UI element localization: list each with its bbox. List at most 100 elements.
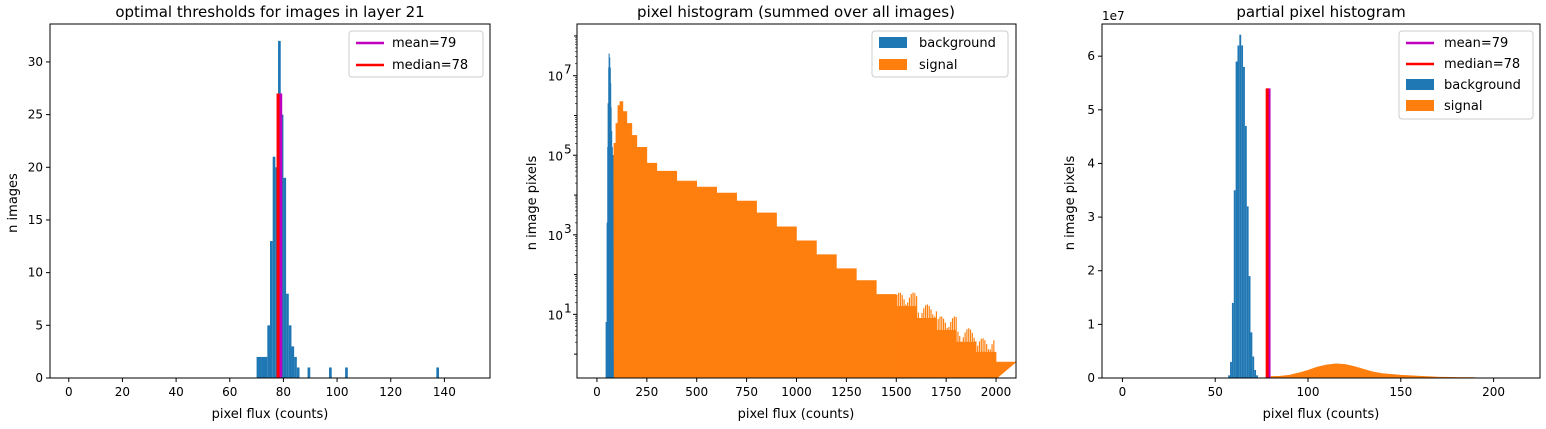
chart3-legend-box (1398, 30, 1534, 120)
chart1-title: optimal thresholds for images in layer 2… (115, 3, 424, 21)
chart3-legend-signal-swatch (1406, 100, 1434, 111)
chart1-xtick-label: 100 (326, 385, 349, 399)
chart1-bar (267, 325, 270, 378)
chart1-bar (345, 367, 348, 378)
chart3-bar-background (1233, 190, 1236, 378)
chart2-signal-spike (916, 296, 918, 378)
chart2-xtick-label: 2000 (981, 385, 1012, 399)
chart2-signal-spike (928, 305, 930, 378)
chart2-signal-spike (942, 318, 945, 378)
chart3-bar-background (1239, 34, 1242, 379)
chart3-bar-background (1231, 302, 1234, 378)
chart1-ytick-label: 15 (28, 213, 43, 227)
chart2-xtick-label: 1000 (781, 385, 812, 399)
chart3-xlabel: pixel flux (counts) (1263, 407, 1380, 422)
chart2-signal-spike (910, 294, 912, 378)
chart3-bar-background (1250, 332, 1253, 378)
chart2-histogram-areas (604, 53, 1017, 379)
chart3-y-ticks: 0 1 2 3 4 5 6 (1087, 49, 1102, 385)
chart1-xlabel: pixel flux (counts) (212, 407, 329, 422)
chart1-xtick-label: 140 (433, 385, 456, 399)
chart-optimal-thresholds: optimal thresholds for images in layer 2… (6, 3, 491, 422)
chart1-bar (283, 177, 287, 378)
chart1-legend: mean=79 median=78 (348, 30, 484, 78)
chart3-bar-background (1244, 125, 1247, 378)
chart2-ytick-base: 10 (548, 149, 563, 163)
chart2-signal-spike (950, 321, 952, 378)
chart1-xtick-label: 120 (379, 385, 402, 399)
chart1-ytick-label: 25 (28, 108, 43, 122)
chart2-signal-spike (975, 341, 977, 378)
chart3-ytick-label: 4 (1087, 156, 1095, 170)
chart2-x-ticks: 0 250 500 750 1000 1250 1500 1750 2000 (593, 378, 1011, 399)
chart3-ytick-label: 3 (1087, 210, 1095, 224)
chart1-xtick-label: 60 (222, 385, 237, 399)
chart2-signal-spike (921, 312, 923, 378)
chart3-bars (1228, 34, 1476, 379)
chart2-signal-spike (966, 329, 968, 378)
chart2-signal-spike (959, 336, 961, 378)
chart3-bar-background (1256, 375, 1258, 378)
chart1-xtick-label: 40 (168, 385, 183, 399)
chart2-signal-spike (939, 316, 941, 378)
chart2-ytick-base: 10 (548, 229, 563, 243)
chart2-ytick-base: 10 (548, 70, 563, 84)
chart2-signal-spike (933, 316, 936, 378)
chart2-xtick-label: 0 (593, 385, 601, 399)
chart2-signal-spike (923, 308, 925, 378)
chart3-ytick-label: 6 (1087, 49, 1095, 63)
chart1-bars (256, 40, 440, 378)
chart3-legend-background: background (1444, 78, 1521, 93)
chart2-signal-spike (986, 344, 988, 378)
chart2-legend: background signal (871, 30, 1009, 78)
chart3-title: partial pixel histogram (1236, 3, 1405, 21)
chart2-signal-spike (944, 322, 946, 378)
chart2-frame (576, 23, 1017, 379)
chart2-signal-spike (898, 292, 900, 378)
chart1-xtick-label: 0 (65, 385, 73, 399)
chart3-ytick-label: 5 (1087, 103, 1095, 117)
chart1-bar (272, 156, 276, 378)
chart1-bar (329, 367, 332, 378)
chart2-signal-spike (912, 292, 914, 378)
chart2-signal-spike (948, 326, 950, 378)
chart2-signal-spike (980, 338, 982, 378)
chart-partial-pixel-histogram: partial pixel histogram 1e7 pixel flux (… (1063, 3, 1541, 422)
chart2-signal-spike (957, 331, 959, 378)
chart3-ytick-label: 0 (1087, 371, 1095, 385)
chart2-title: pixel histogram (summed over all images) (637, 3, 955, 21)
chart1-bar (270, 241, 273, 378)
chart2-signal-spike (989, 349, 991, 378)
chart1-ylabel: n images (6, 173, 21, 233)
chart2-signal-spike (969, 329, 972, 378)
chart3-legend: mean=79 median=78 background signal (1398, 30, 1534, 120)
chart1-bar (294, 356, 297, 378)
chart2-signal-spike (903, 299, 905, 378)
chart2-xtick-label: 1500 (881, 385, 912, 399)
chart3-ylabel: n image pixels (1063, 156, 1078, 251)
chart2-ytick-exp: 7 (564, 63, 572, 77)
chart2-legend-signal: signal (919, 58, 957, 73)
chart2-xtick-label: 500 (685, 385, 708, 399)
chart2-xlabel: pixel flux (counts) (738, 407, 855, 422)
chart3-legend-mean: mean=79 (1444, 36, 1508, 51)
chart2-signal-spike (914, 293, 916, 378)
chart3-threshold-lines (1265, 88, 1271, 378)
chart1-legend-median: median=78 (392, 58, 468, 73)
chart2-signal-spike (908, 297, 911, 378)
chart2-signal-spike (953, 316, 955, 378)
chart2-ytick-exp: 3 (564, 222, 572, 236)
chart2-signal-spike (919, 318, 921, 378)
chart3-bar-background (1228, 375, 1231, 378)
chart3-x-ticks: 0 50 100 150 200 (1119, 378, 1505, 399)
chart3-bar-background (1237, 45, 1240, 379)
chart1-bar (286, 293, 289, 378)
chart2-signal-spike (960, 341, 963, 378)
chart2-signal-spike (901, 295, 903, 378)
chart2-signal-spike (993, 340, 995, 378)
chart2-signal-spike (935, 311, 937, 378)
chart3-legend-median: median=78 (1444, 57, 1520, 72)
chart3-legend-background-swatch (1406, 79, 1434, 90)
chart2-signal-spike (955, 316, 957, 378)
chart2-signal-spike (917, 312, 920, 378)
